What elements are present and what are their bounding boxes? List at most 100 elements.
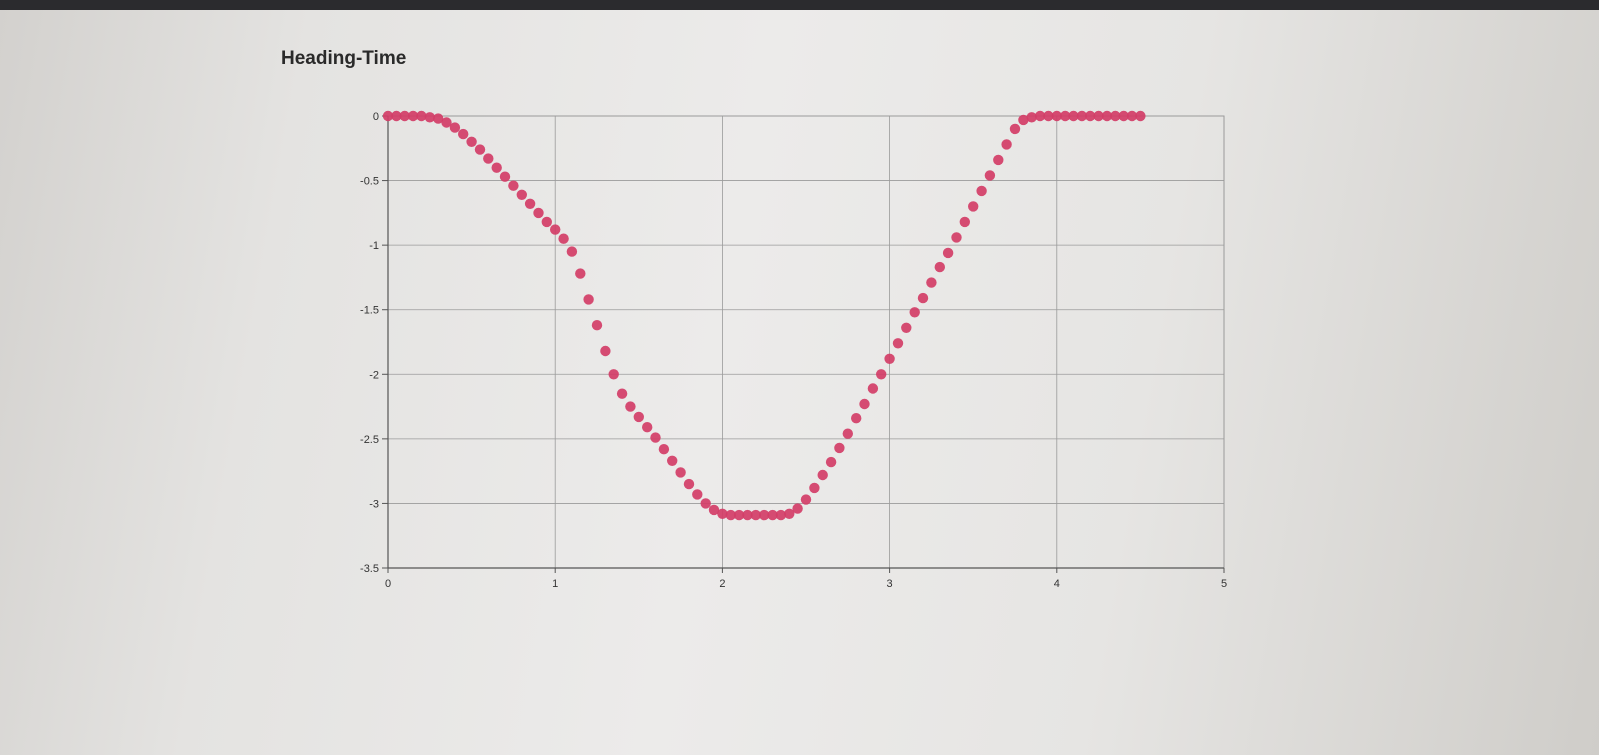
data-point <box>750 509 761 521</box>
data-point <box>717 508 728 519</box>
data-point <box>917 292 929 304</box>
data-point <box>1118 110 1129 122</box>
data-point <box>1018 114 1029 126</box>
window-top-bar <box>0 0 1599 10</box>
x-tick-label: 2 <box>719 578 725 590</box>
data-point <box>600 345 611 357</box>
data-point <box>1009 123 1021 135</box>
data-point <box>633 411 644 423</box>
data-point <box>867 383 879 394</box>
y-tick-label: -1 <box>369 240 379 252</box>
data-point <box>725 509 736 521</box>
x-tick-label: 5 <box>1221 578 1227 590</box>
data-point <box>1101 110 1113 122</box>
data-point <box>575 268 586 279</box>
data-point <box>984 170 996 181</box>
data-point <box>1135 110 1146 122</box>
data-point <box>951 232 962 243</box>
x-tick-label: 1 <box>552 578 558 590</box>
data-point <box>934 261 945 273</box>
data-point <box>391 110 402 122</box>
data-point <box>1068 110 1079 122</box>
data-point <box>784 508 795 519</box>
data-point <box>959 216 970 228</box>
points-layer <box>382 110 1146 521</box>
data-point <box>1076 110 1088 122</box>
data-point <box>842 428 853 439</box>
data-point <box>876 369 887 380</box>
data-point <box>993 154 1004 166</box>
data-point <box>608 369 619 380</box>
data-point <box>692 489 703 500</box>
data-point <box>616 388 628 399</box>
data-point <box>834 442 845 454</box>
data-point <box>642 422 653 433</box>
y-tick-label: 0 <box>373 111 379 123</box>
data-point <box>533 207 544 219</box>
data-point <box>976 185 987 197</box>
x-tick-label: 0 <box>385 578 391 590</box>
data-point <box>1060 110 1071 122</box>
data-point <box>884 353 895 364</box>
data-point <box>809 482 820 494</box>
y-tick-label: -2.5 <box>360 434 379 446</box>
data-point <box>675 467 686 478</box>
data-point <box>499 171 511 182</box>
data-point <box>901 322 912 333</box>
y-tick-label: -3 <box>369 498 379 510</box>
data-point <box>541 216 552 228</box>
data-point <box>1110 110 1121 122</box>
data-point <box>1043 110 1054 122</box>
data-point <box>458 128 469 140</box>
data-point <box>892 338 904 349</box>
data-point <box>508 180 519 191</box>
data-point <box>625 401 636 412</box>
y-tick-label: -3.5 <box>360 563 379 575</box>
data-point <box>433 113 444 124</box>
data-point <box>566 246 578 257</box>
data-point <box>524 198 536 209</box>
data-point <box>1001 139 1012 150</box>
data-point <box>399 110 410 122</box>
data-point <box>1026 112 1037 123</box>
data-point <box>909 307 920 318</box>
data-point <box>1034 110 1046 122</box>
data-point <box>1093 110 1104 122</box>
axis-layer: 0 1 2 3 4 5 0 -0.5 -1 -1.5 -2 -2.5 -3 -3.5 <box>360 111 1227 590</box>
data-point <box>851 413 862 424</box>
data-point <box>650 432 661 443</box>
data-point <box>733 509 745 521</box>
data-point <box>658 444 670 455</box>
page-background <box>0 10 1599 755</box>
data-point <box>968 201 979 212</box>
data-point <box>742 509 753 521</box>
data-point <box>825 456 837 468</box>
data-point <box>516 189 527 200</box>
data-point <box>767 509 778 521</box>
data-point <box>474 144 486 155</box>
data-point <box>441 117 452 128</box>
data-point <box>800 494 812 505</box>
data-point <box>683 478 695 490</box>
data-point <box>407 110 419 122</box>
data-point <box>491 162 502 173</box>
data-point <box>759 509 770 521</box>
data-point <box>583 294 594 305</box>
x-tick-label: 3 <box>887 578 893 590</box>
y-tick-label: -2 <box>369 369 379 381</box>
data-point <box>466 136 477 147</box>
data-point <box>792 503 803 514</box>
data-point <box>817 469 828 481</box>
data-point <box>1085 110 1096 122</box>
data-point <box>1051 110 1063 122</box>
data-point <box>558 233 569 244</box>
data-point <box>926 277 937 288</box>
data-point <box>700 498 711 509</box>
x-tick-label: 4 <box>1054 578 1060 590</box>
data-point <box>483 153 494 164</box>
data-point <box>775 509 787 521</box>
data-point <box>424 112 435 123</box>
data-point <box>550 224 561 235</box>
chart-title: Heading-Time <box>281 48 407 69</box>
